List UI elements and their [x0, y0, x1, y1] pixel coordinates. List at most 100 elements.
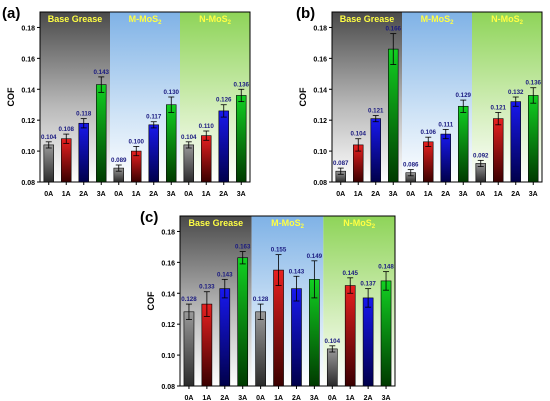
x-tick-label: 3A — [389, 191, 398, 198]
y-tick-label: 0.08 — [21, 180, 35, 187]
group-label: M-MoS2 — [271, 218, 305, 230]
data-label: 0.143 — [94, 69, 110, 76]
panel-label: (a) — [2, 5, 20, 22]
plot-frame — [331, 11, 543, 183]
y-tick-label: 0.14 — [21, 87, 35, 94]
group-label: N-MoS2 — [343, 218, 376, 230]
x-tick-label: 2A — [441, 191, 450, 198]
x-tick-label: 0A — [44, 191, 53, 198]
data-label: 0.111 — [438, 121, 453, 128]
data-label: 0.118 — [76, 111, 92, 118]
bar — [362, 297, 374, 387]
y-tick-label: 0.18 — [161, 229, 175, 236]
y-tick-label: 0.10 — [21, 149, 35, 156]
data-label: 0.149 — [307, 253, 323, 260]
data-label: 0.128 — [181, 296, 197, 303]
x-tick-label: 2A — [219, 191, 228, 198]
x-tick-label: 3A — [238, 395, 247, 401]
y-tick-label: 0.14 — [313, 87, 327, 94]
x-tick-label: 3A — [97, 191, 106, 198]
x-tick-label: 3A — [382, 395, 391, 401]
x-tick-label: 2A — [364, 395, 373, 401]
x-tick-label: 3A — [310, 395, 319, 401]
x-tick-label: 1A — [202, 191, 211, 198]
data-label: 0.166 — [386, 26, 402, 33]
data-label: 0.121 — [491, 104, 507, 111]
x-tick-label: 1A — [132, 191, 141, 198]
data-label: 0.108 — [59, 126, 75, 133]
y-tick-label: 0.08 — [313, 180, 327, 187]
bar — [493, 118, 504, 183]
group-label: N-MoS2 — [199, 14, 232, 26]
y-tick-label: 0.14 — [161, 291, 175, 298]
data-label: 0.133 — [199, 284, 215, 291]
data-label: 0.129 — [456, 92, 472, 99]
y-tick-label: 0.16 — [21, 56, 35, 63]
data-label: 0.087 — [333, 160, 349, 167]
data-label: 0.106 — [421, 129, 437, 136]
bar — [423, 141, 434, 183]
data-label: 0.136 — [234, 81, 250, 88]
chart-panel-1: (a) Base Grease M-MoS2 N-MoS2 0.08 0.10 0.12 0.… — [2, 5, 251, 198]
x-tick-label: 0A — [336, 191, 345, 198]
x-tick-label: 1A — [346, 395, 355, 401]
data-label: 0.128 — [253, 296, 269, 303]
x-tick-label: 2A — [220, 395, 229, 401]
bar — [458, 105, 469, 183]
data-label: 0.121 — [368, 108, 384, 115]
x-tick-label: 3A — [237, 191, 246, 198]
data-label: 0.137 — [360, 281, 376, 288]
panel-label: (b) — [296, 5, 315, 22]
bar — [166, 104, 177, 183]
y-tick-label: 0.12 — [21, 118, 35, 125]
bar — [183, 144, 194, 183]
x-tick-label: 0A — [184, 395, 193, 401]
data-label: 0.104 — [351, 131, 367, 138]
bar — [183, 311, 195, 387]
bar — [440, 133, 451, 183]
data-label: 0.143 — [217, 271, 233, 278]
data-label: 0.117 — [146, 114, 162, 121]
y-tick-label: 0.12 — [313, 118, 327, 125]
bar — [344, 285, 356, 387]
group-label: Base Grease — [48, 14, 103, 24]
x-tick-label: 1A — [494, 191, 503, 198]
group-label: M-MoS2 — [421, 14, 455, 26]
bar — [370, 118, 381, 183]
y-tick-label: 0.10 — [161, 353, 175, 360]
x-tick-label: 1A — [274, 395, 283, 401]
data-label: 0.126 — [216, 97, 232, 104]
x-tick-label: 3A — [459, 191, 468, 198]
bar — [219, 288, 231, 387]
bar — [236, 95, 247, 183]
y-tick-label: 0.18 — [313, 25, 327, 32]
bar — [43, 144, 54, 183]
bar — [218, 110, 229, 183]
y-tick-label: 0.10 — [313, 149, 327, 156]
y-tick-label: 0.12 — [161, 322, 175, 329]
x-tick-label: 0A — [328, 395, 337, 401]
x-tick-label: 3A — [167, 191, 176, 198]
bar — [61, 138, 72, 183]
chart-panel-2: (b) Base Grease M-MoS2 N-MoS2 0.08 0.10 0.12 0.… — [296, 5, 543, 198]
x-tick-label: 2A — [292, 395, 301, 401]
x-tick-label: 0A — [406, 191, 415, 198]
data-label: 0.104 — [325, 338, 341, 345]
data-label: 0.136 — [526, 80, 542, 87]
data-label: 0.148 — [378, 264, 394, 271]
data-label: 0.145 — [342, 270, 358, 277]
data-label: 0.155 — [271, 247, 287, 254]
x-tick-label: 0A — [476, 191, 485, 198]
x-tick-label: 0A — [114, 191, 123, 198]
group-label: N-MoS2 — [491, 14, 524, 26]
x-tick-label: 2A — [149, 191, 158, 198]
bar — [510, 101, 521, 183]
bar — [237, 257, 249, 387]
data-label: 0.130 — [164, 89, 180, 96]
group-label: Base Grease — [340, 14, 395, 24]
x-tick-label: 1A — [202, 395, 211, 401]
x-tick-label: 2A — [511, 191, 520, 198]
y-tick-label: 0.16 — [161, 260, 175, 267]
data-label: 0.092 — [473, 152, 489, 159]
